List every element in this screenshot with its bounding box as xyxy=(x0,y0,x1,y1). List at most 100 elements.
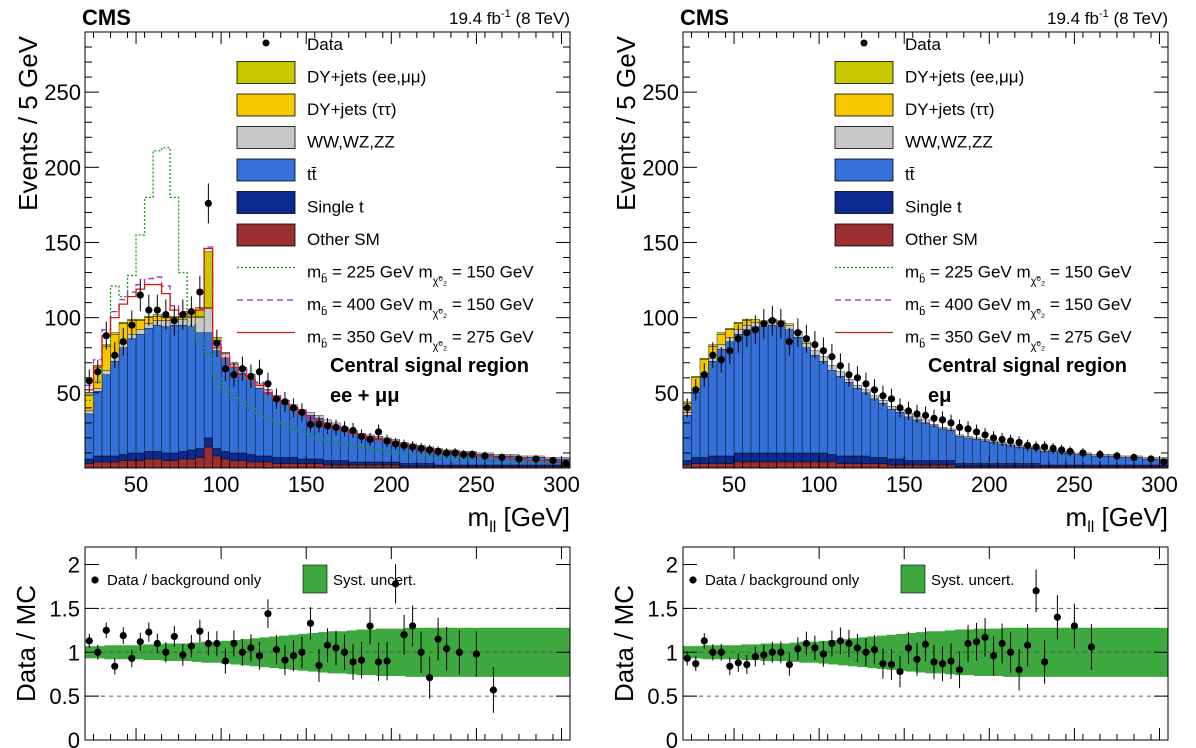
data-point xyxy=(349,426,357,435)
bar-dy_tt xyxy=(195,315,205,318)
bar-single_t xyxy=(682,460,692,466)
ratio-point xyxy=(417,648,425,656)
bar-single_t xyxy=(938,460,947,466)
y-tick-label: 100 xyxy=(642,306,679,331)
ratio-point xyxy=(777,648,785,656)
bar-single_t xyxy=(904,460,913,466)
bar-single_t xyxy=(980,463,990,467)
data-point xyxy=(819,347,827,355)
data-point xyxy=(417,444,425,453)
bar-single_t xyxy=(691,457,701,464)
x-tick-label: 250 xyxy=(458,472,495,497)
legend-m: m xyxy=(905,295,919,314)
bar-single_t xyxy=(1014,463,1024,467)
bar-single_t xyxy=(844,455,854,464)
lumi-energy: (8 TeV) xyxy=(511,9,570,28)
data-point xyxy=(1058,446,1066,454)
ratio-point xyxy=(153,639,161,648)
bar-single_t xyxy=(535,464,545,467)
bar-single_t xyxy=(178,451,188,460)
legend-sub-chi: χ̃⁰₂ xyxy=(433,276,447,288)
data-point xyxy=(1096,450,1104,459)
bar-dy_eemm xyxy=(691,376,701,378)
bar-ttbar xyxy=(750,326,760,454)
data-point xyxy=(515,455,523,463)
ratio-point xyxy=(230,639,238,648)
ratio-point xyxy=(315,661,323,670)
bar-single_t xyxy=(314,458,324,464)
bar-ttbar xyxy=(776,326,786,454)
bar-single_t xyxy=(1057,464,1067,467)
y-axis-title: Events / 5 GeV xyxy=(13,35,43,211)
data-point xyxy=(1006,437,1015,445)
bar-ttbar xyxy=(161,326,171,454)
x-axis-title-sub: ll xyxy=(1087,519,1094,536)
ratio-point xyxy=(1041,658,1049,666)
data-point xyxy=(366,435,374,444)
bar-single_t xyxy=(127,452,137,461)
ratio-point xyxy=(306,619,315,627)
ratio-point xyxy=(255,652,264,660)
y-tick-label: 250 xyxy=(44,80,81,105)
ratio-point xyxy=(760,651,768,659)
bar-other_sm xyxy=(835,463,845,469)
data-point xyxy=(845,371,853,379)
x-tick-label: 150 xyxy=(288,472,325,497)
bar-ttbar xyxy=(810,355,820,454)
bar-ttbar xyxy=(203,332,213,439)
ratio-point xyxy=(692,660,700,668)
legend-label-diboson: WW,WZ,ZZ xyxy=(905,133,993,152)
data-point xyxy=(955,423,964,432)
legend-mchi-value: = 275 GeV xyxy=(1045,328,1132,347)
data-point xyxy=(989,434,998,442)
ratio-point xyxy=(455,648,463,656)
bar-diboson xyxy=(254,383,264,389)
data-point xyxy=(221,365,229,373)
bar-ttbar xyxy=(1014,446,1024,464)
bar-other_sm xyxy=(212,455,222,469)
ratio-point xyxy=(281,656,289,664)
ratio-point xyxy=(187,642,195,650)
ratio-point xyxy=(272,646,281,654)
legend-sub-b: b̄ xyxy=(919,338,925,351)
data-point xyxy=(549,456,557,465)
y-tick-label: 250 xyxy=(642,80,679,105)
legend-sub-chi: χ̃⁰₂ xyxy=(1031,308,1045,320)
ratio-y-axis-title: Data / MC xyxy=(11,585,41,702)
bar-ttbar xyxy=(801,347,811,454)
ratio-point xyxy=(828,639,836,648)
bar-ttbar xyxy=(178,324,188,452)
data-point xyxy=(743,329,751,337)
ratio-point xyxy=(426,674,434,682)
bar-single_t xyxy=(195,448,205,458)
data-point xyxy=(760,320,768,328)
ratio-point xyxy=(913,655,921,663)
y-tick-label: 100 xyxy=(44,306,81,331)
legend-mchi-value: = 150 GeV xyxy=(1045,263,1132,282)
ratio-point xyxy=(768,648,776,656)
bar-single_t xyxy=(220,451,230,460)
bar-ttbar xyxy=(152,324,162,452)
data-point xyxy=(383,437,391,445)
bar-single_t xyxy=(1108,464,1118,467)
y-tick-label: 200 xyxy=(642,155,679,180)
x-tick-label: 300 xyxy=(543,472,580,497)
bar-single_t xyxy=(861,455,871,464)
bar-single_t xyxy=(827,454,837,463)
ratio-point xyxy=(1024,641,1032,649)
bar-other_sm xyxy=(878,463,888,469)
ratio-point xyxy=(1053,613,1061,621)
bar-other_sm xyxy=(827,461,837,469)
x-axis-title-m: m xyxy=(1066,502,1088,532)
bar-ttbar xyxy=(691,392,701,458)
ratio-point xyxy=(1070,622,1079,630)
legend-box-single_t xyxy=(834,191,894,214)
bar-single_t xyxy=(323,460,332,466)
bar-ttbar xyxy=(818,361,828,454)
legend-sub-chi: χ̃⁰₂ xyxy=(433,308,447,320)
ratio-point xyxy=(213,639,221,648)
data-point xyxy=(408,443,417,451)
legend-box-ttbar xyxy=(834,158,894,182)
data-point xyxy=(692,386,700,394)
data-point xyxy=(391,440,400,448)
